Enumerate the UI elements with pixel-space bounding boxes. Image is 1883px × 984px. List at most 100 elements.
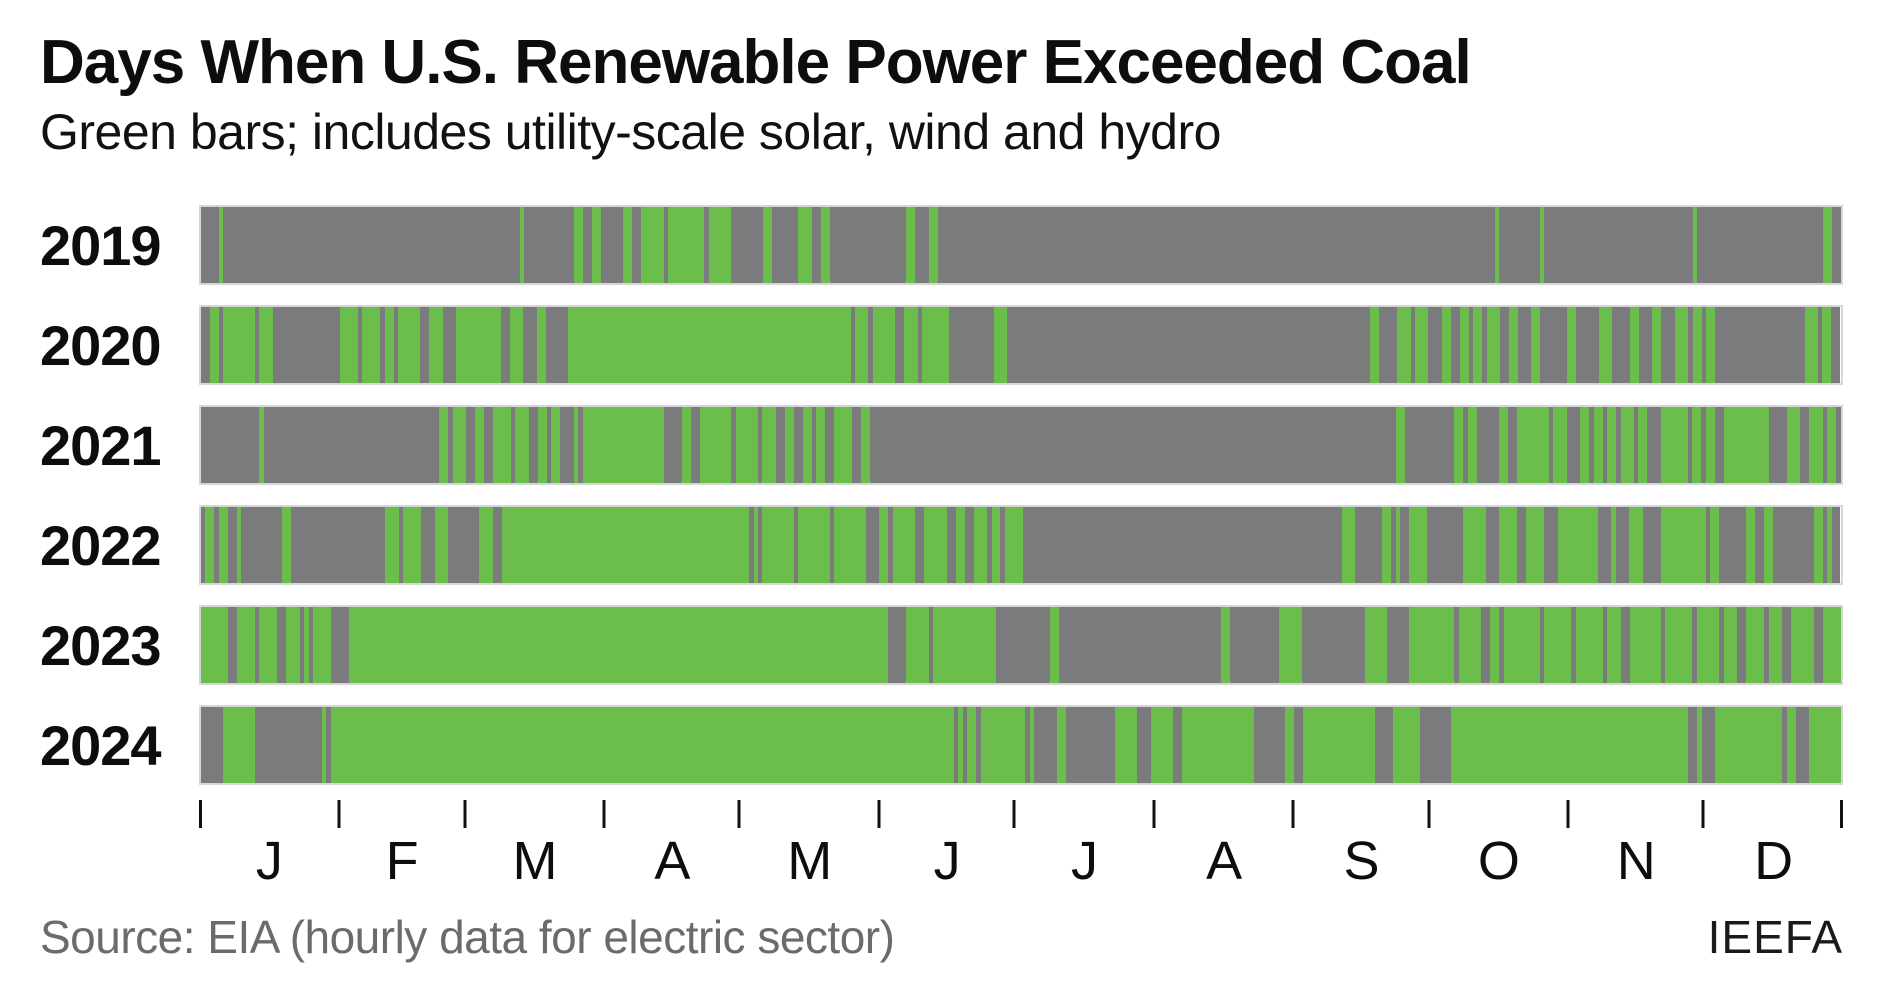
renewables-exceeded-segment (456, 307, 502, 383)
coal-exceeded-segment (1768, 407, 1787, 483)
coal-exceeded-segment (1615, 507, 1630, 583)
renewables-exceeded-segment (236, 507, 242, 583)
source-note: Source: EIA (hourly data for electric se… (40, 911, 895, 963)
coal-exceeded-segment (1589, 407, 1594, 483)
renewables-exceeded-segment (1580, 407, 1590, 483)
year-row-2022: 2022 (40, 505, 1843, 585)
coal-exceeded-segment (1022, 507, 1342, 583)
coal-exceeded-segment (962, 707, 968, 783)
renewables-exceeded-segment (1809, 707, 1841, 783)
coal-exceeded-segment (201, 307, 210, 383)
renewables-exceeded-segment (1392, 707, 1420, 783)
coal-exceeded-segment (663, 207, 669, 283)
chart-title: Days When U.S. Renewable Power Exceeded … (40, 28, 1472, 97)
renewables-exceeded-segment (330, 707, 954, 783)
renewables-exceeded-segment (1638, 407, 1648, 483)
renewables-exceeded-segment (1279, 607, 1302, 683)
renewables-exceeded-segment (1598, 307, 1612, 383)
coal-exceeded-segment (1485, 507, 1500, 583)
renewables-exceeded-segment (573, 407, 579, 483)
year-strip-chart: 2019 2020 2021 2022 2023 2024 (40, 205, 1843, 805)
coal-exceeded-segment (852, 407, 862, 483)
renewables-exceeded-segment (1593, 407, 1603, 483)
month-tick (1566, 800, 1570, 828)
renewables-exceeded-segment (1499, 507, 1518, 583)
renewables-exceeded-segment (762, 207, 772, 283)
renewables-exceeded-segment (218, 507, 228, 583)
renewables-exceeded-segment (820, 207, 830, 283)
renewables-exceeded-segment (1553, 407, 1567, 483)
coal-exceeded-segment (1544, 507, 1558, 583)
coal-exceeded-segment (1468, 307, 1474, 383)
renewables-exceeded-segment (1692, 307, 1702, 383)
renewables-exceeded-segment (1539, 207, 1545, 283)
coal-exceeded-segment (326, 707, 331, 783)
renewables-exceeded-segment (223, 307, 255, 383)
coal-exceeded-segment (510, 407, 516, 483)
renewables-exceeded-segment (259, 307, 273, 383)
renewables-exceeded-segment (1508, 307, 1518, 383)
coal-exceeded-segment (398, 507, 404, 583)
coal-exceeded-segment (1427, 507, 1464, 583)
renewables-exceeded-segment (906, 207, 916, 283)
coal-exceeded-segment (254, 707, 322, 783)
year-bar-2023 (199, 605, 1843, 685)
coal-exceeded-segment (1822, 507, 1828, 583)
renewables-exceeded-segment (980, 707, 1026, 783)
renewables-exceeded-segment (1397, 307, 1411, 383)
renewables-exceeded-segment (1575, 607, 1603, 683)
renewables-exceeded-segment (536, 307, 546, 383)
renewables-exceeded-segment (281, 507, 291, 583)
renewables-exceeded-segment (1004, 507, 1023, 583)
renewables-exceeded-segment (439, 407, 449, 483)
month-tick (199, 800, 202, 828)
coal-exceeded-segment (888, 607, 907, 683)
coal-exceeded-segment (1773, 507, 1814, 583)
renewables-exceeded-segment (1715, 707, 1783, 783)
renewables-exceeded-segment (681, 407, 691, 483)
renewables-exceeded-segment (493, 407, 511, 483)
coal-exceeded-segment (1355, 507, 1383, 583)
renewables-exceeded-segment (1463, 507, 1486, 583)
coal-exceeded-segment (1576, 307, 1599, 383)
renewables-exceeded-segment (1503, 607, 1540, 683)
coal-exceeded-segment (582, 207, 592, 283)
coal-exceeded-segment (1419, 707, 1451, 783)
month-label-A-8: A (1206, 831, 1242, 891)
renewables-exceeded-segment (510, 307, 524, 383)
coal-exceeded-segment (1034, 707, 1057, 783)
renewables-exceeded-segment (1150, 707, 1174, 783)
renewables-exceeded-segment (762, 407, 776, 483)
renewables-exceeded-segment (591, 207, 601, 283)
renewables-exceeded-segment (762, 507, 794, 583)
coal-exceeded-segment (1571, 607, 1576, 683)
coal-exceeded-segment (1454, 607, 1459, 683)
coal-exceeded-segment (1065, 707, 1115, 783)
renewables-exceeded-segment (551, 407, 561, 483)
coal-exceeded-segment (241, 507, 282, 583)
coal-exceeded-segment (1450, 307, 1460, 383)
coal-exceeded-segment (523, 307, 537, 383)
coal-exceeded-segment (357, 307, 363, 383)
renewables-exceeded-segment (1458, 607, 1482, 683)
renewables-exceeded-segment (708, 207, 732, 283)
renewables-exceeded-segment (991, 507, 1001, 583)
coal-exceeded-segment (524, 207, 574, 283)
renewables-exceeded-segment (1473, 307, 1483, 383)
coal-exceeded-segment (1822, 407, 1828, 483)
renewables-exceeded-segment (1692, 207, 1698, 283)
coal-exceeded-segment (263, 407, 440, 483)
year-bar-2020 (199, 305, 1843, 385)
coal-exceeded-segment (380, 307, 385, 383)
renewables-exceeded-segment (623, 207, 633, 283)
renewables-exceeded-segment (1285, 707, 1295, 783)
renewables-exceeded-segment (286, 607, 300, 683)
renewables-exceeded-segment (1056, 707, 1066, 783)
renewables-exceeded-segment (236, 607, 255, 683)
renewables-exceeded-segment (1809, 407, 1823, 483)
renewables-exceeded-segment (1557, 507, 1598, 583)
coal-exceeded-segment (1831, 207, 1841, 283)
coal-exceeded-segment (1638, 307, 1653, 383)
renewables-exceeded-segment (1723, 607, 1738, 683)
